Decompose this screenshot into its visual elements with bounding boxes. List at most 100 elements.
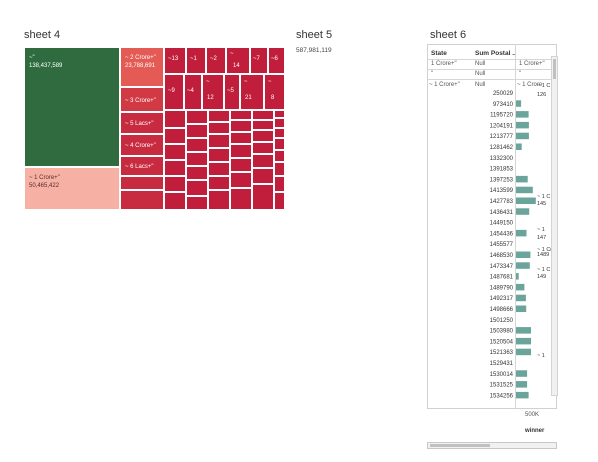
category-label: 1391853 xyxy=(490,167,514,173)
treemap-tile[interactable] xyxy=(186,110,208,124)
treemap-tile[interactable] xyxy=(230,132,252,144)
bar[interactable] xyxy=(516,348,531,356)
treemap-tile[interactable]: ~2 xyxy=(206,47,226,74)
treemap-tile[interactable] xyxy=(274,128,285,138)
bar[interactable] xyxy=(516,305,527,313)
treemap-tile[interactable] xyxy=(208,162,230,176)
treemap-tile-5lacs[interactable]: ~ 5 Lacs+" xyxy=(120,112,164,134)
treemap-tile[interactable] xyxy=(208,122,230,134)
treemap-tile[interactable]: ~5 xyxy=(224,74,240,110)
treemap-tile[interactable] xyxy=(186,138,208,152)
treemap-tile[interactable] xyxy=(252,168,274,184)
sheet6-bar-chart: 250029 973410 1195720 1204191 1213777 1281462… xyxy=(490,83,556,399)
horizontal-scrollbar[interactable] xyxy=(427,442,557,449)
treemap-tile[interactable] xyxy=(208,190,230,210)
tile-label: ~ 5 Lacs+" xyxy=(125,121,154,127)
treemap-tile[interactable] xyxy=(274,176,285,192)
treemap-tile[interactable] xyxy=(230,120,252,132)
treemap-tile[interactable] xyxy=(208,176,230,190)
tile-label: ~ 4 Crore+" xyxy=(125,143,156,149)
treemap-tile[interactable] xyxy=(230,172,252,188)
treemap-tile[interactable] xyxy=(164,110,186,128)
treemap-tile[interactable] xyxy=(120,176,164,190)
bar[interactable] xyxy=(516,391,529,399)
treemap-tile[interactable] xyxy=(252,130,274,142)
bar[interactable] xyxy=(516,283,525,291)
bar[interactable] xyxy=(516,337,531,345)
category-label: 1281462 xyxy=(490,145,514,151)
bar[interactable] xyxy=(516,381,528,388)
treemap-tile-3crore[interactable]: ~ 3 Crore+" xyxy=(120,87,164,112)
treemap-tile[interactable] xyxy=(186,166,208,180)
treemap-tile[interactable] xyxy=(164,160,186,176)
vertical-scrollbar[interactable] xyxy=(551,56,558,396)
treemap-tile[interactable]: ~13 xyxy=(164,47,186,74)
treemap-tile[interactable] xyxy=(186,124,208,138)
treemap-tile[interactable]: ~9 xyxy=(164,74,184,110)
treemap-tile[interactable]: ~4 xyxy=(184,74,202,110)
bar[interactable] xyxy=(516,143,522,151)
treemap-tile[interactable] xyxy=(230,144,252,158)
bar[interactable] xyxy=(516,100,522,107)
category-label: 1397253 xyxy=(490,177,514,183)
treemap-tile[interactable] xyxy=(252,142,274,154)
bar[interactable] xyxy=(516,121,529,129)
sheet6-title: sheet 6 xyxy=(430,29,467,41)
bar-annotation: ~ 1 C xyxy=(537,83,550,89)
treemap-tile[interactable]: ~21 xyxy=(240,74,264,110)
bar[interactable] xyxy=(516,229,527,237)
bar[interactable] xyxy=(516,111,529,118)
treemap-tile[interactable] xyxy=(274,110,285,118)
treemap-tile[interactable] xyxy=(252,184,274,210)
treemap-tile[interactable]: ~6 xyxy=(268,47,285,74)
bar[interactable] xyxy=(516,186,533,194)
treemap-tile[interactable] xyxy=(230,158,252,172)
treemap-tile[interactable] xyxy=(274,192,285,210)
treemap-tile[interactable] xyxy=(230,188,252,210)
treemap-tile[interactable] xyxy=(164,192,186,210)
header-state: State xyxy=(431,50,447,57)
treemap-tile[interactable] xyxy=(164,176,186,192)
tile-label: ~ 3 Crore+" xyxy=(125,98,156,104)
bar-annotation: ~ 1 C xyxy=(537,267,550,273)
bar[interactable] xyxy=(516,262,530,269)
treemap-tile[interactable] xyxy=(186,180,208,196)
treemap-tile-4crore[interactable]: ~ 4 Crore+" xyxy=(120,134,164,156)
treemap-tile-1crore[interactable]: ~ 1 Crore+" 50,465,422 xyxy=(24,167,120,210)
treemap-tile-6lacs[interactable]: ~ 6 Lacs+" xyxy=(120,156,164,176)
treemap-tile[interactable] xyxy=(164,144,186,160)
treemap-tile[interactable] xyxy=(252,154,274,168)
bar[interactable] xyxy=(516,294,526,302)
treemap-tile[interactable] xyxy=(208,148,230,162)
treemap-tile[interactable] xyxy=(274,138,285,150)
treemap-tile[interactable]: ~7 xyxy=(250,47,268,74)
treemap-tile[interactable] xyxy=(252,110,274,120)
category-label: 1204191 xyxy=(490,123,514,129)
treemap-tile[interactable] xyxy=(186,152,208,166)
treemap-tile[interactable]: ~14 xyxy=(226,47,250,74)
treemap-tile[interactable]: ~1 xyxy=(186,47,206,74)
bar[interactable] xyxy=(516,132,529,140)
treemap-tile[interactable] xyxy=(186,196,208,210)
bar[interactable] xyxy=(516,273,519,280)
treemap-tile[interactable] xyxy=(120,190,164,210)
treemap-tile[interactable]: ~8 xyxy=(264,74,285,110)
bar[interactable] xyxy=(516,251,531,259)
treemap-tile[interactable] xyxy=(208,110,230,122)
treemap-tile[interactable] xyxy=(274,150,285,162)
treemap-tile[interactable] xyxy=(208,134,230,148)
bar[interactable] xyxy=(516,208,530,215)
treemap-tile[interactable] xyxy=(230,110,252,120)
bar[interactable] xyxy=(516,327,531,334)
treemap-tile[interactable]: ~12 xyxy=(202,74,224,110)
bar[interactable] xyxy=(516,197,536,205)
bar[interactable] xyxy=(516,175,528,183)
treemap-tile[interactable] xyxy=(274,162,285,176)
sheet5-title: sheet 5 xyxy=(296,29,333,41)
treemap-tile[interactable] xyxy=(252,120,274,130)
treemap-tile[interactable] xyxy=(164,128,186,144)
treemap-tile-quote[interactable]: ~" 138,437,589 xyxy=(24,47,120,167)
treemap-tile-2crore[interactable]: ~ 2 Crore+" 23,788,691 xyxy=(120,47,164,87)
bar[interactable] xyxy=(516,370,528,377)
treemap-tile[interactable] xyxy=(274,118,285,128)
